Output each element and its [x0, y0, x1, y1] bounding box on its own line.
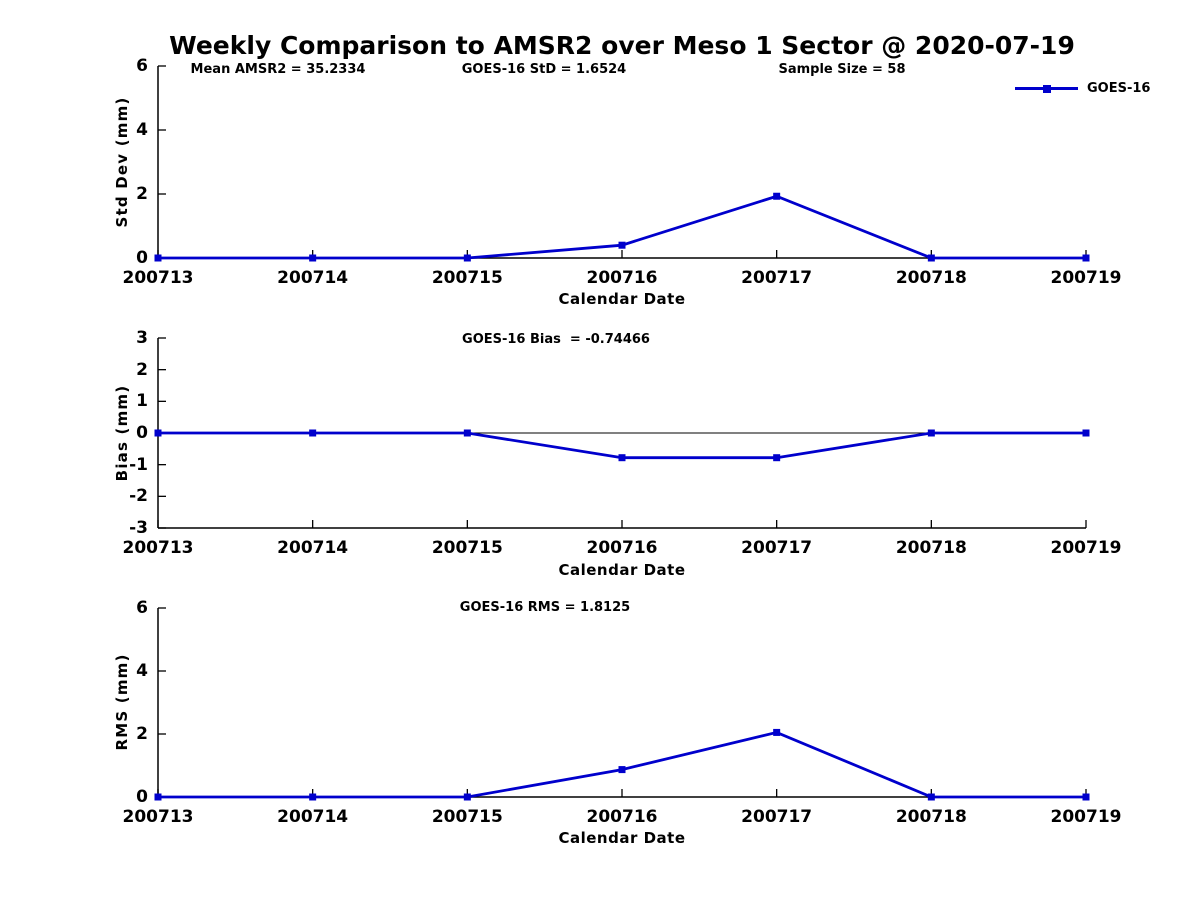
- x-tick-label: 200716: [586, 538, 658, 558]
- data-point-bias: [618, 454, 626, 462]
- legend-line-sample: [1015, 84, 1078, 93]
- figure-title: Weekly Comparison to AMSR2 over Meso 1 S…: [169, 31, 1075, 60]
- y-tick-label: 1: [136, 391, 148, 412]
- data-point-std-dev: [154, 254, 162, 262]
- x-axis-title-panel3: Calendar Date: [558, 829, 686, 847]
- y-tick-label: 2: [136, 184, 148, 204]
- x-axis-title-panel1: Calendar Date: [558, 290, 686, 308]
- y-tick-label: 2: [136, 359, 148, 380]
- data-point-bias: [309, 429, 317, 437]
- x-tick-label: 200715: [431, 807, 503, 827]
- y-tick-label: 3: [136, 328, 148, 348]
- data-point-bias: [1082, 429, 1090, 437]
- y-tick-label: 4: [136, 661, 148, 681]
- annotation-goes16-std: GOES-16 StD = 1.6524: [461, 62, 627, 77]
- data-point-std-dev: [927, 254, 935, 262]
- y-tick-label: -3: [129, 518, 148, 538]
- data-point-rms: [618, 766, 626, 774]
- x-tick-label: 200714: [277, 807, 349, 827]
- y-tick-label: 0: [136, 787, 148, 807]
- data-point-std-dev: [463, 254, 471, 262]
- x-tick-label: 200714: [277, 268, 349, 288]
- x-tick-label: 200713: [122, 268, 194, 288]
- y-axis-title-rms: RMS (mm): [113, 653, 131, 751]
- x-tick-label: 200713: [122, 538, 194, 558]
- data-point-rms: [154, 793, 162, 801]
- data-point-std-dev: [309, 254, 317, 262]
- data-point-bias: [927, 429, 935, 437]
- x-tick-label: 200718: [895, 807, 967, 827]
- data-point-bias: [154, 429, 162, 437]
- x-axis-title-panel2: Calendar Date: [558, 561, 686, 579]
- data-point-rms: [1082, 793, 1090, 801]
- data-line-bias: [158, 431, 1086, 460]
- y-axis-title-std-dev: Std Dev (mm): [113, 96, 131, 228]
- data-point-std-dev: [773, 192, 781, 200]
- y-tick-label: -2: [129, 486, 148, 507]
- y-tick-label: 0: [136, 423, 148, 443]
- data-point-rms: [773, 728, 781, 736]
- y-tick-label: 6: [136, 598, 148, 618]
- x-tick-label: 200714: [277, 538, 349, 558]
- data-line-rms: [158, 730, 1086, 799]
- data-point-bias: [773, 454, 781, 462]
- data-point-rms: [927, 793, 935, 801]
- y-tick-label: -1: [129, 454, 148, 475]
- legend-marker-square: [1042, 84, 1051, 93]
- x-tick-label: 200717: [741, 807, 813, 827]
- annotation-goes16-bias: GOES-16 Bias = -0.74466: [462, 332, 650, 347]
- x-tick-label: 200713: [122, 807, 194, 827]
- annotation-goes16-rms: GOES-16 RMS = 1.8125: [459, 600, 631, 615]
- legend-label: GOES-16: [1087, 81, 1151, 96]
- x-tick-label: 200717: [741, 268, 813, 288]
- x-tick-label: 200715: [431, 538, 503, 558]
- x-tick-label: 200718: [895, 268, 967, 288]
- data-point-std-dev: [1082, 254, 1090, 262]
- x-tick-label: 200719: [1050, 538, 1122, 558]
- y-tick-label: 4: [136, 120, 148, 140]
- x-tick-label: 200719: [1050, 807, 1122, 827]
- x-tick-label: 200719: [1050, 268, 1122, 288]
- x-tick-label: 200715: [431, 268, 503, 288]
- legend: GOES-16: [1015, 81, 1150, 96]
- y-tick-label: 2: [136, 724, 148, 744]
- x-tick-label: 200716: [586, 268, 658, 288]
- x-tick-label: 200716: [586, 807, 658, 827]
- data-point-std-dev: [618, 241, 626, 249]
- data-line-std-dev: [158, 194, 1086, 260]
- y-tick-label: 0: [136, 248, 148, 268]
- annotation-mean-amsr2: Mean AMSR2 = 35.2334: [190, 62, 366, 77]
- x-tick-label: 200718: [895, 538, 967, 558]
- x-tick-label: 200717: [741, 538, 813, 558]
- annotation-sample-size: Sample Size = 58: [778, 62, 906, 77]
- data-point-bias: [463, 429, 471, 437]
- data-point-rms: [463, 793, 471, 801]
- y-tick-label: 6: [136, 56, 148, 76]
- data-point-rms: [309, 793, 317, 801]
